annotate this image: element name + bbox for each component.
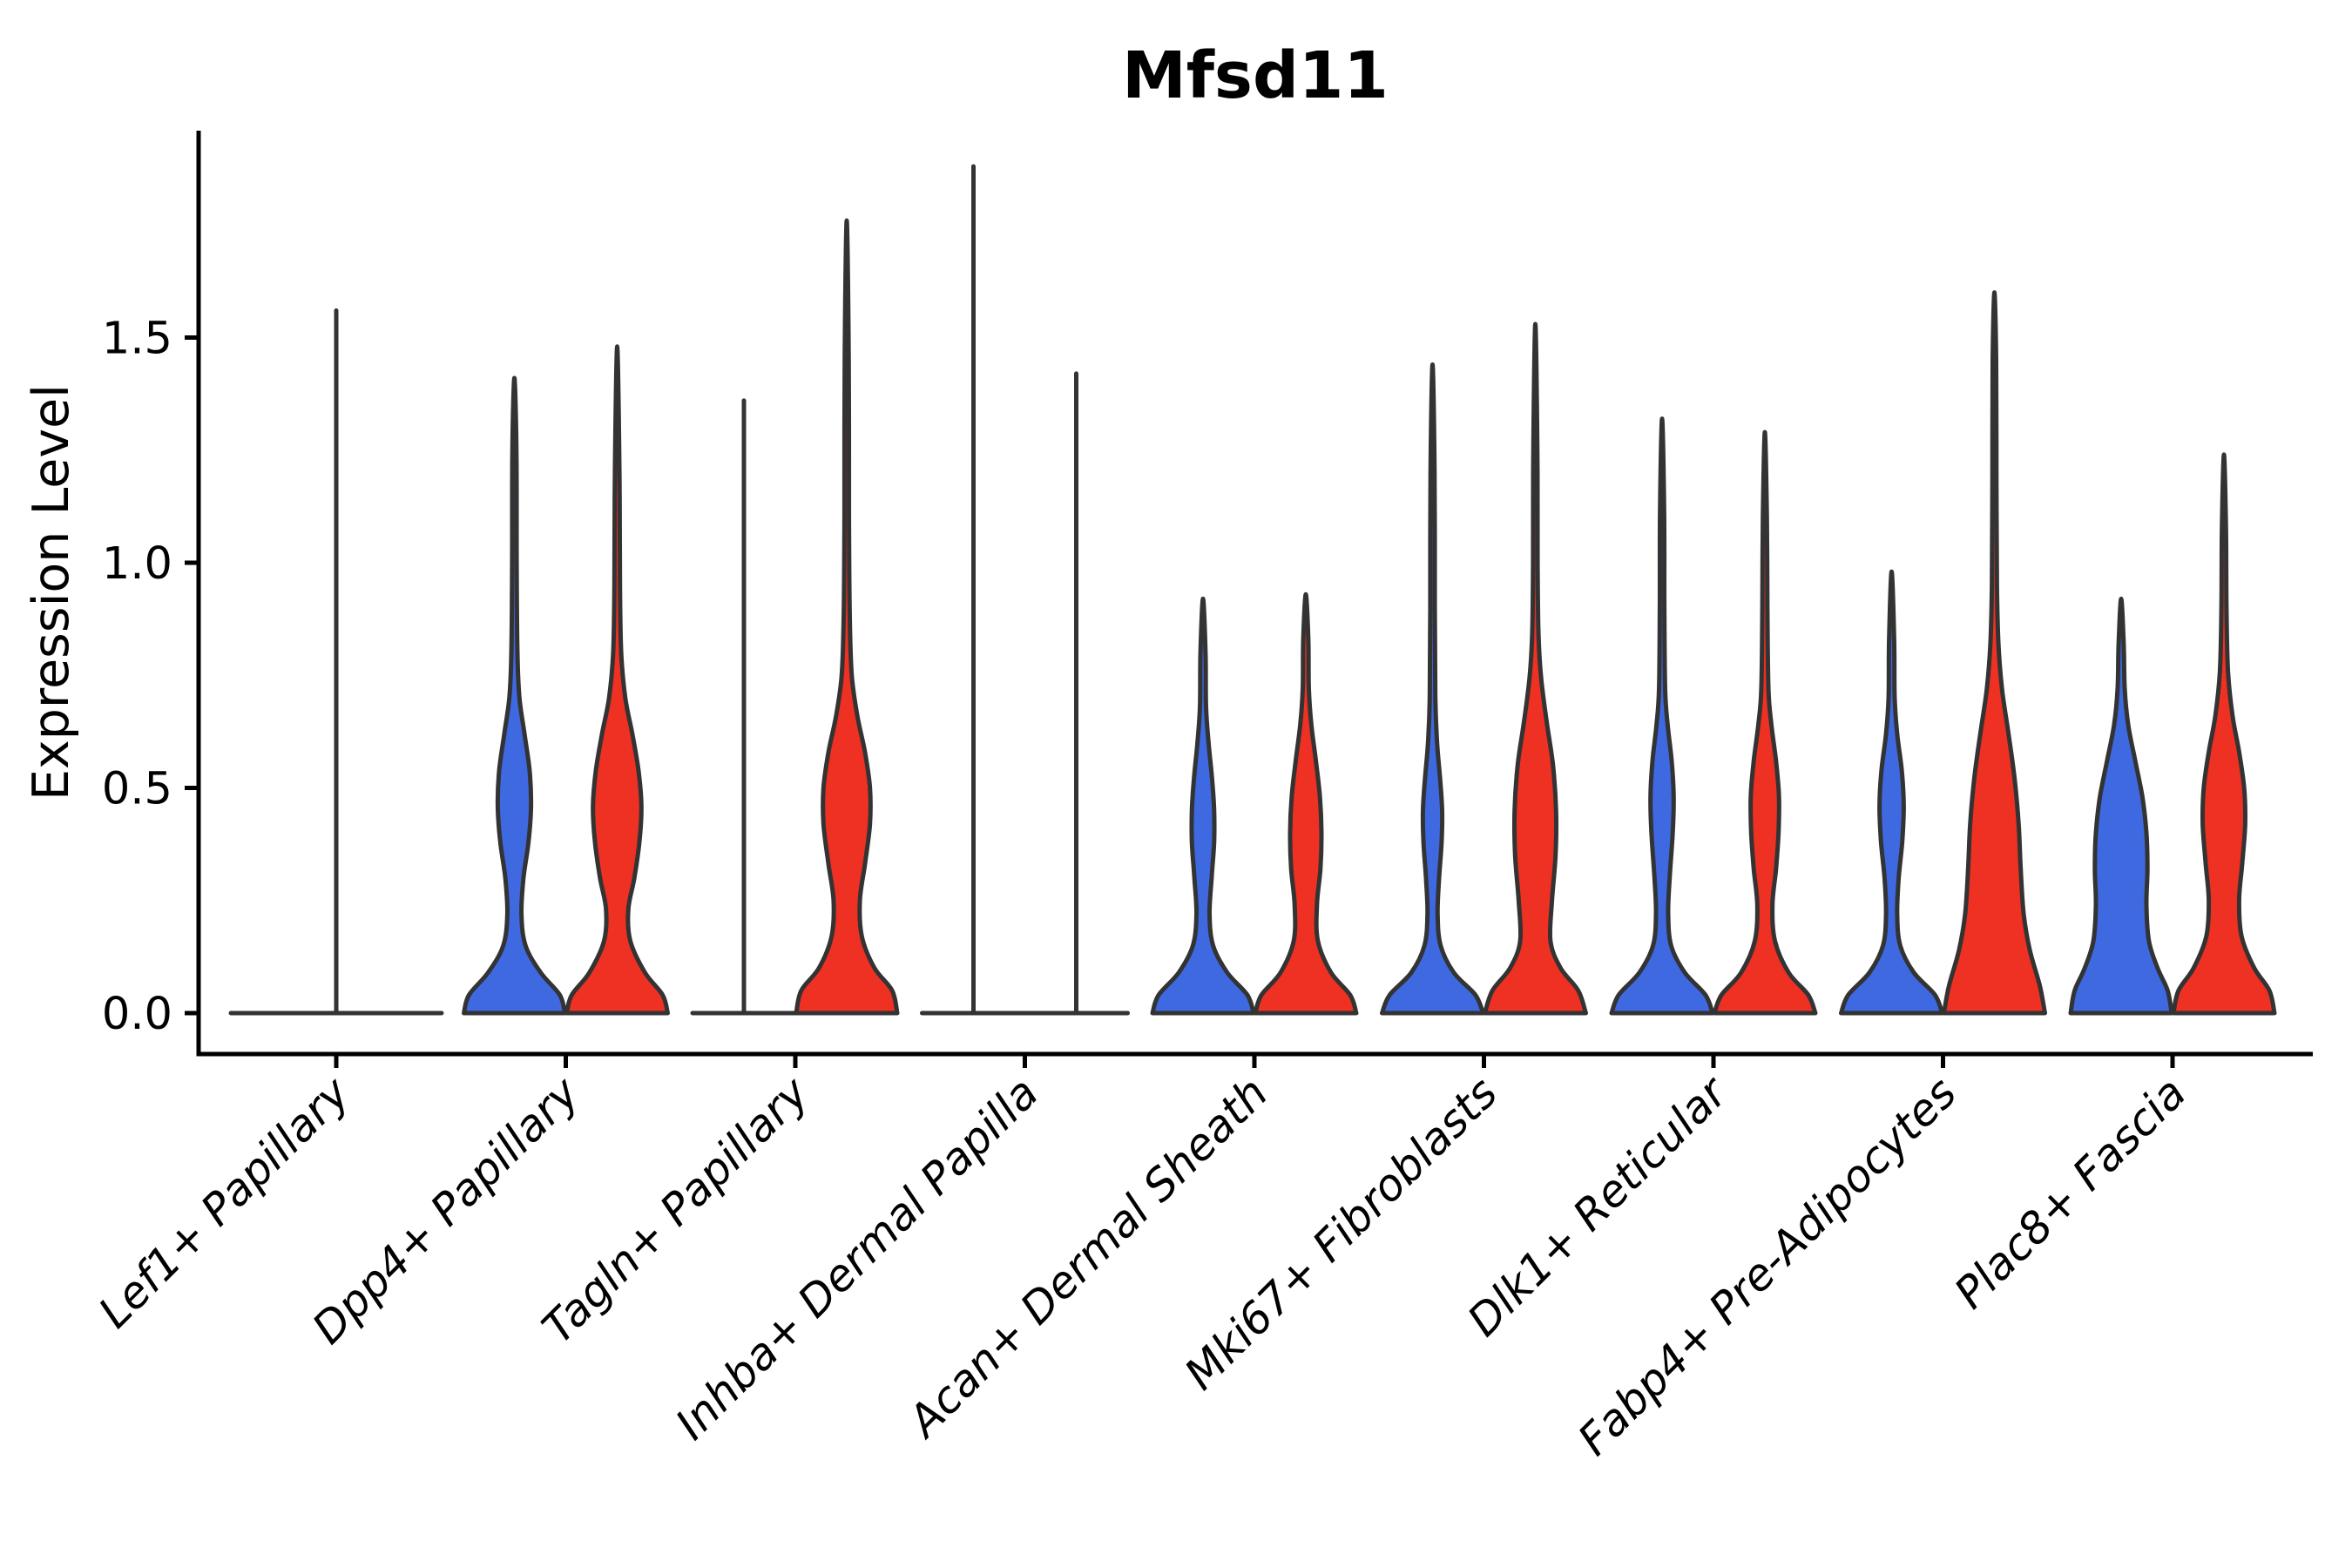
violin-9-blue (2068, 596, 2174, 1016)
violin-2-red (564, 344, 670, 1016)
violin-7-red (1712, 429, 1818, 1016)
x-tick-label: Inhba+ Dermal Papilla (666, 1067, 1048, 1449)
violin-8-red (1942, 290, 2047, 1016)
y-tick-label: 1.0 (102, 538, 172, 590)
y-axis-label: Expression Level (23, 384, 80, 801)
violin-8-blue (1839, 569, 1944, 1016)
violin-5-blue (1150, 596, 1256, 1016)
violins-layer (228, 164, 2277, 1016)
y-tick-label: 0.5 (102, 764, 172, 815)
violin-6-red (1483, 321, 1588, 1016)
violin-5-red (1253, 591, 1359, 1016)
x-tick-label: Lef1+ Papillary (89, 1066, 360, 1337)
y-tick-label: 1.5 (102, 314, 172, 365)
x-tick-label: Plac8+ Fascia (1945, 1067, 2196, 1318)
x-tick-label: Fabp4+ Pre-Adipocytes (1568, 1067, 1966, 1465)
chart-title: Mfsd11 (1122, 38, 1389, 113)
violin-6-blue (1380, 362, 1485, 1016)
violin-9-red (2171, 452, 2277, 1016)
violin-7-blue (1609, 416, 1715, 1016)
violin-3-red (794, 218, 900, 1016)
y-tick-label: 0.0 (102, 989, 172, 1040)
violin-2-blue (462, 375, 567, 1016)
